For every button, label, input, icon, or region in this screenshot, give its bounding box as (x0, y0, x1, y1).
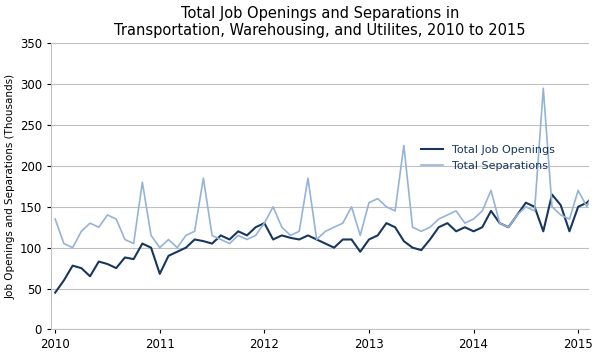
Total Job Openings (52, 291, 59, 295)
Total Job Openings (130, 257, 137, 261)
Total Job Openings (244, 233, 251, 237)
Legend: Total Job Openings, Total Separations: Total Job Openings, Total Separations (417, 141, 560, 175)
Line: Total Separations: Total Separations (55, 86, 600, 248)
Y-axis label: Job Openings and Separations (Thousands): Job Openings and Separations (Thousands) (5, 74, 16, 299)
Total Separations (261, 221, 268, 225)
Total Separations (52, 217, 59, 221)
Total Separations (400, 143, 407, 147)
Total Separations (252, 233, 259, 237)
Total Separations (69, 246, 76, 250)
Total Separations (173, 246, 181, 250)
Line: Total Job Openings: Total Job Openings (55, 164, 600, 293)
Total Separations (104, 213, 111, 217)
Total Job Openings (95, 260, 103, 264)
Total Job Openings (252, 225, 259, 229)
Total Job Openings (392, 225, 399, 229)
Total Job Openings (165, 254, 172, 258)
Title: Total Job Openings and Separations in
Transportation, Warehousing, and Utilites,: Total Job Openings and Separations in Tr… (114, 6, 526, 38)
